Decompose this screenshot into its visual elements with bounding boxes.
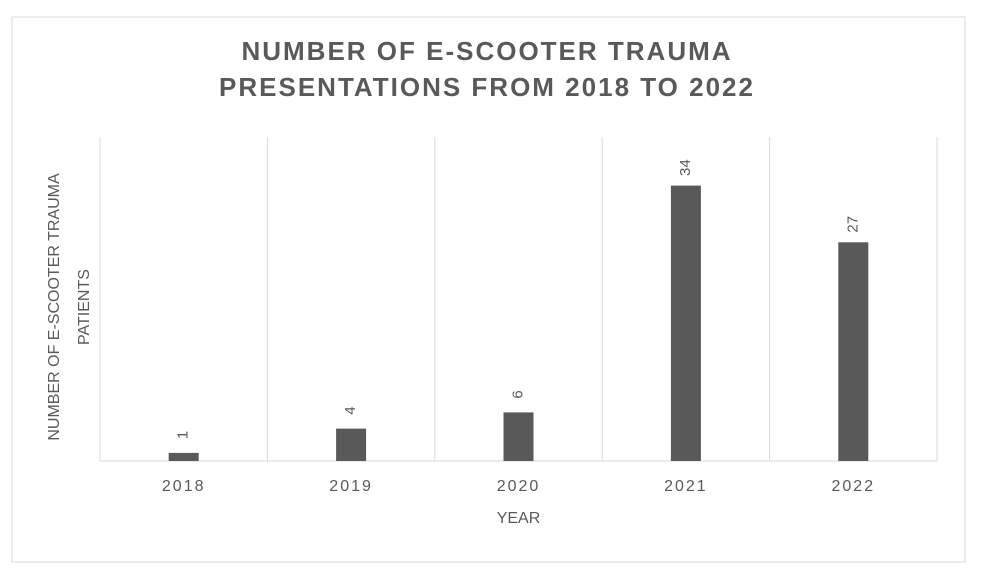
chart-title: NUMBER OF E-SCOOTER TRAUMA [241, 36, 732, 66]
bar [336, 428, 367, 461]
bar [503, 412, 534, 461]
bar [168, 452, 199, 461]
x-tick-label: 2018 [162, 478, 206, 495]
data-label: 4 [342, 406, 359, 414]
data-label: 1 [175, 431, 192, 439]
x-tick-label: 2020 [497, 478, 541, 495]
data-label: 34 [677, 159, 694, 176]
data-label: 27 [844, 216, 861, 233]
x-tick-label: 2021 [664, 478, 708, 495]
chart-border [11, 16, 966, 563]
y-axis-title: NUMBER OF E-SCOOTER TRAUMA [46, 173, 63, 441]
x-tick-label: 2019 [329, 478, 373, 495]
x-axis-title: YEAR [497, 510, 541, 527]
bar [670, 185, 701, 461]
data-label: 6 [509, 390, 526, 398]
bar [838, 242, 869, 461]
y-axis-title: PATIENTS [76, 269, 93, 345]
x-tick-label: 2022 [832, 478, 876, 495]
chart-title: PRESENTATIONS FROM 2018 TO 2022 [219, 72, 755, 102]
